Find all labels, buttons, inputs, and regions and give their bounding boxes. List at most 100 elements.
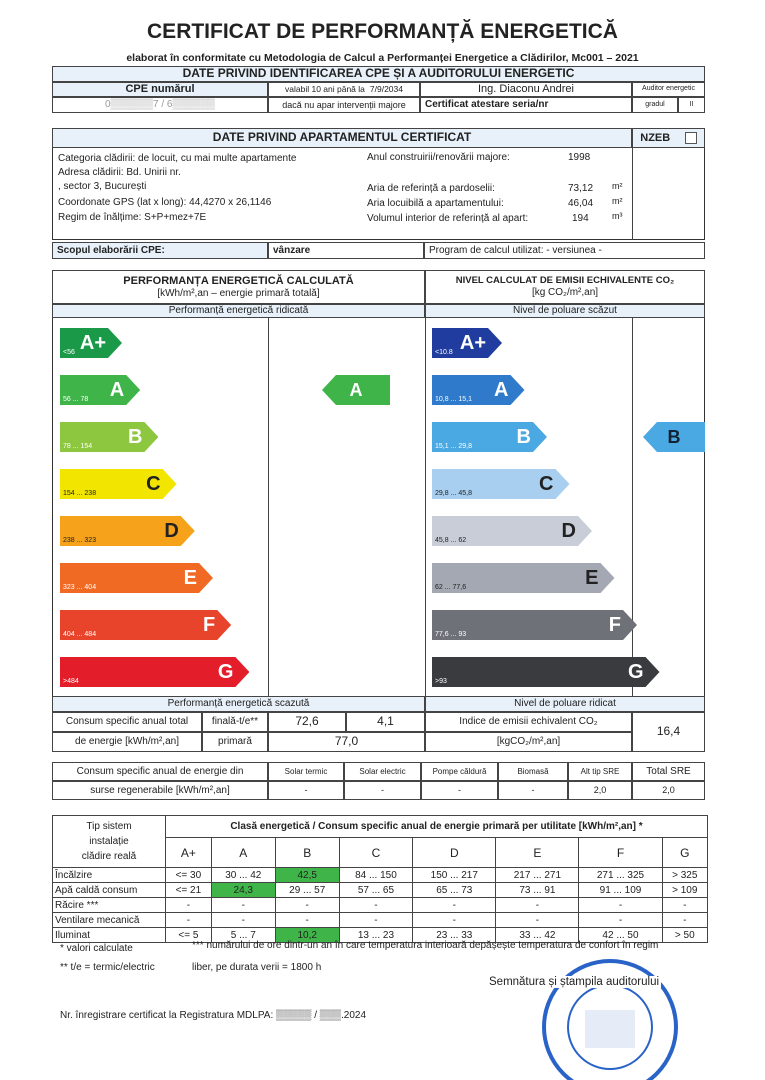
year-value: 1998 xyxy=(568,152,591,163)
class-bar-g: >484 G xyxy=(60,657,249,687)
sre-value: - xyxy=(268,781,344,800)
class-range: 91 ... 109 xyxy=(578,882,663,898)
class-letter: C xyxy=(146,472,161,495)
class-bar-f: 404 ... 484 F xyxy=(60,610,231,640)
final-electric: 4,1 xyxy=(346,712,425,732)
class-letter: F xyxy=(202,613,216,636)
co2-unit: [kg CO₂/m²,an] xyxy=(531,286,599,298)
class-range: 238 ... 323 xyxy=(63,537,97,544)
class-range: > 50 xyxy=(661,927,709,943)
class-bar-c: 29,8 ... 45,8 C xyxy=(432,469,570,499)
class-letter: B xyxy=(127,425,143,448)
class-letter: B xyxy=(516,425,531,448)
sre-column-header: Solar termic xyxy=(268,762,344,781)
energy-unit: [kWh/m²,an – energie primară totală] xyxy=(157,287,320,299)
energy-title: PERFORMANȚA ENERGETICĂ CALCULATĂ xyxy=(123,274,354,287)
class-range: - xyxy=(661,912,709,928)
class-letter: E xyxy=(585,566,599,589)
grade-label: gradul xyxy=(632,97,678,113)
class-header: Clasă energetică / Consum specific anual… xyxy=(165,815,708,838)
class-range: 23 ... 33 xyxy=(412,927,497,943)
class-letter: A xyxy=(109,378,125,401)
class-range: <= 30 xyxy=(165,867,212,883)
unit-m2: m² xyxy=(612,181,623,191)
volume-label: Volumul interior de referință al apart: xyxy=(367,213,529,224)
sre-column-header: Solar electric xyxy=(344,762,421,781)
volume-value: 194 xyxy=(572,213,589,224)
class-range: 30 ... 42 xyxy=(210,867,276,883)
nzeb-checkbox[interactable] xyxy=(684,132,697,144)
gps-coordinates: Coordonate GPS (lat x long): 44,4270 x 2… xyxy=(58,197,272,208)
class-range: > 109 xyxy=(661,882,709,898)
apartment-header: DATE PRIVIND APARTAMENTUL CERTIFICAT xyxy=(52,128,632,148)
class-letter: G xyxy=(217,660,234,683)
co2-index-label: Indice de emisii echivalent CO₂ xyxy=(425,712,632,732)
system-name: Răcire *** xyxy=(52,897,166,913)
class-bar-c: 154 ... 238 C xyxy=(60,469,177,499)
class-range: <10.8 xyxy=(435,349,453,356)
class-range: 13 ... 23 xyxy=(338,927,414,943)
class-range: 154 ... 238 xyxy=(63,490,97,497)
class-range: 323 ... 404 xyxy=(63,584,97,591)
registry-number: Nr. înregistrare certificat la Registrat… xyxy=(60,1010,367,1021)
co2-low-label: Nivel de poluare ridicat xyxy=(425,696,705,712)
sre-column-header: Alt tip SRE xyxy=(568,762,632,781)
class-range: > 325 xyxy=(661,867,709,883)
system-name: Iluminat xyxy=(52,927,166,943)
class-letter: E xyxy=(183,566,197,589)
class-bar-b: 78 ... 154 B xyxy=(60,422,158,452)
system-type-header: Tip sistem instalație clădire reală xyxy=(52,815,166,868)
final-label: finală-t/e** xyxy=(202,712,268,732)
class-column-header: C xyxy=(338,837,414,868)
class-range: 404 ... 484 xyxy=(63,631,97,638)
class-bar-e: 323 ... 404 E xyxy=(60,563,213,593)
sre-value: 2,0 xyxy=(568,781,632,800)
class-letter: F xyxy=(608,613,621,636)
class-range: - xyxy=(165,897,212,913)
energy-high-label: Performanță energetică ridicată xyxy=(52,304,425,318)
class-range: 217 ... 271 xyxy=(495,867,580,883)
divider xyxy=(632,318,633,696)
class-range: 271 ... 325 xyxy=(578,867,663,883)
class-range: 15,1 ... 29,8 xyxy=(435,443,472,450)
class-range: - xyxy=(210,897,276,913)
class-bar-a-plus: <10.8 A+ xyxy=(432,328,502,358)
calc-program: Program de calcul utilizat: - versiunea … xyxy=(424,242,705,259)
auditor-stamp xyxy=(542,959,678,1080)
co2-index-value: 16,4 xyxy=(632,712,705,752)
address-line-1: Adresa clădirii: Bd. Unirii nr. xyxy=(58,167,181,178)
ref-area-value: 73,12 xyxy=(568,183,594,194)
scope-label: Scopul elaborării CPE: xyxy=(52,242,268,259)
sre-value: - xyxy=(421,781,498,800)
class-bar-d: 45,8 ... 62 D xyxy=(432,516,592,546)
scope-value: vânzare xyxy=(268,242,424,259)
energy-header: PERFORMANȚA ENERGETICĂ CALCULATĂ [kWh/m²,… xyxy=(52,270,425,304)
note-summer: liber, pe durata verii = 1800 h xyxy=(192,962,322,973)
class-range: 10,8 ... 15,1 xyxy=(435,396,472,403)
divider xyxy=(425,318,426,696)
class-range: - xyxy=(495,912,580,928)
class-range: - xyxy=(578,897,663,913)
class-column-header: G xyxy=(661,837,709,868)
nzeb-label: NZEB xyxy=(640,131,671,144)
class-range: - xyxy=(578,912,663,928)
class-letter: G xyxy=(627,660,644,683)
class-column-header: E xyxy=(495,837,580,868)
sre-column-header: Biomasă xyxy=(498,762,568,781)
co2-high-label: Nivel de poluare scăzut xyxy=(425,304,705,318)
class-letter: A+ xyxy=(459,331,486,354)
class-bar-d: 238 ... 323 D xyxy=(60,516,195,546)
class-range: 56 ... 78 xyxy=(63,396,89,403)
height-regime: Regim de înălțime: S+P+mez+7E xyxy=(58,212,207,223)
sre-value: - xyxy=(498,781,568,800)
class-range: 62 ... 77,6 xyxy=(435,584,467,591)
primary-value: 77,0 xyxy=(268,732,425,752)
validity-date: 7/9/2034 xyxy=(369,83,403,94)
class-range: <56 xyxy=(63,349,75,356)
class-range: 29 ... 57 xyxy=(274,882,340,898)
header-line: clădire reală xyxy=(81,851,137,862)
class-column-header: B xyxy=(274,837,340,868)
primary-label: primară xyxy=(202,732,268,752)
class-bar-e: 62 ... 77,6 E xyxy=(432,563,615,593)
